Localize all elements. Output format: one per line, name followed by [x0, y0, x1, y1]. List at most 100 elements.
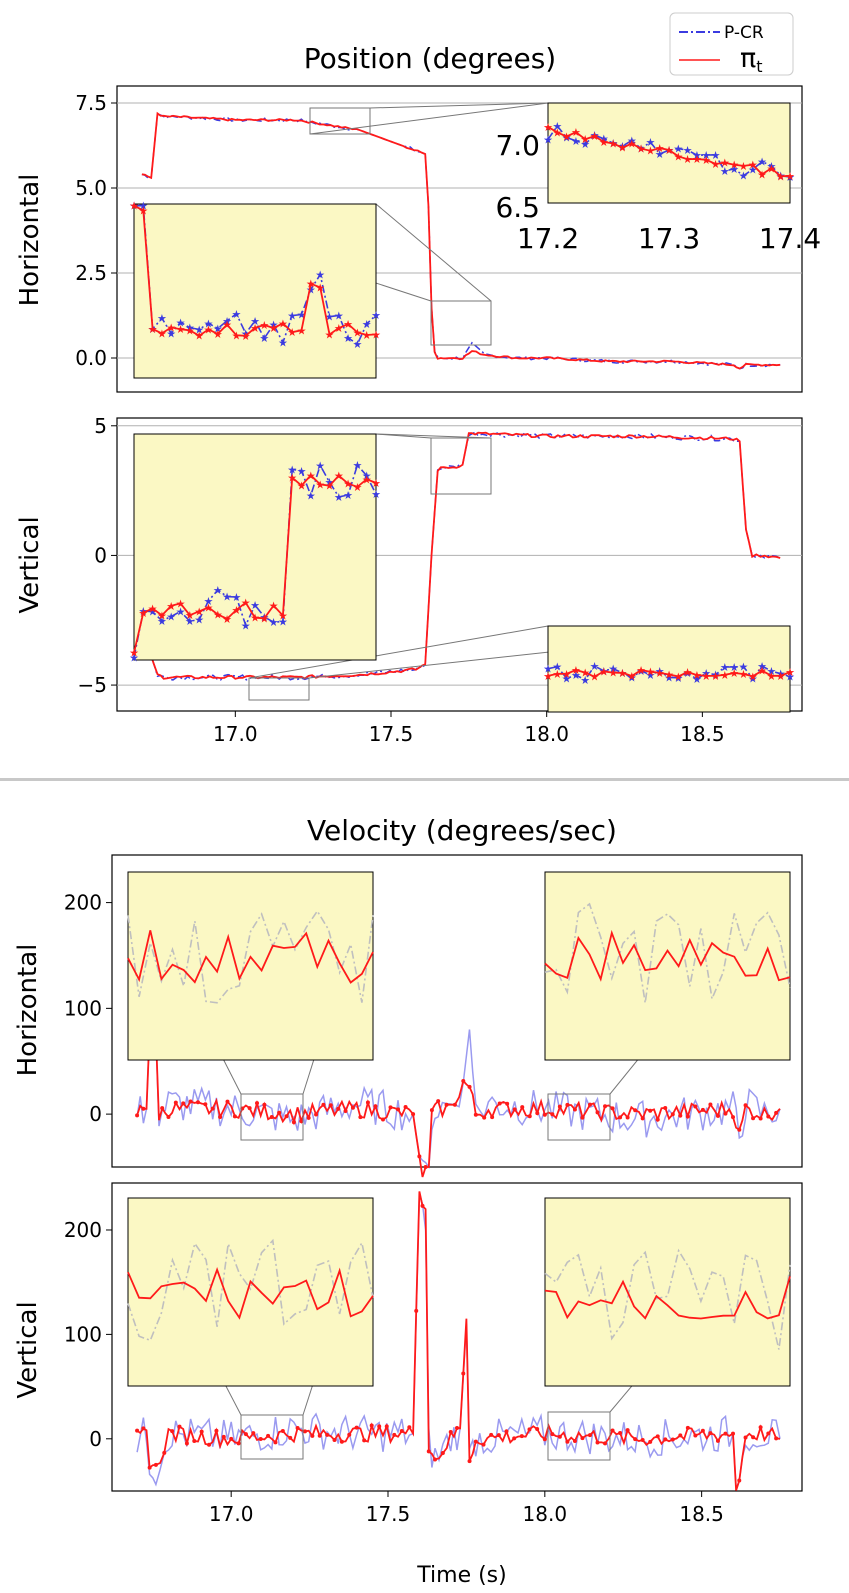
y-tick-label: 0.0 — [75, 346, 107, 370]
inset-marker: ★ — [766, 670, 776, 683]
data-point — [603, 1441, 608, 1446]
y-axis-label: Horizontal — [15, 174, 45, 307]
inset-marker: ★ — [176, 316, 186, 329]
inset-marker: ★ — [297, 324, 307, 337]
inset-marker: ★ — [645, 669, 655, 682]
inset-marker: ★ — [269, 318, 279, 331]
inset-marker: ★ — [371, 488, 381, 501]
inset-pit-line — [133, 204, 377, 337]
inset-marker: ★ — [222, 315, 232, 328]
inset-marker: ★ — [334, 322, 344, 335]
inset-marker: ★ — [580, 133, 590, 146]
data-point — [429, 1108, 434, 1113]
data-point — [758, 1425, 763, 1430]
data-point — [177, 1424, 182, 1429]
data-point — [557, 1434, 562, 1439]
data-point — [670, 1112, 675, 1117]
data-point — [766, 1431, 771, 1436]
data-point — [350, 1105, 355, 1110]
inset-zoom-8 — [544, 1197, 791, 1387]
inset-marker: ★ — [739, 160, 749, 173]
data-point — [420, 1203, 425, 1208]
data-point — [743, 1103, 748, 1108]
data-point — [655, 1434, 660, 1439]
inset-pit-line — [544, 1276, 791, 1320]
data-point — [715, 1113, 720, 1118]
x-tick-label: 18.0 — [523, 1502, 568, 1526]
y-tick-label: 5.0 — [75, 176, 107, 200]
inset-marker: ★ — [562, 130, 572, 143]
inset-marker: ★ — [371, 328, 381, 341]
panel-velocity-horizontal: 200 100 0 Horizontal — [13, 854, 803, 1178]
inset-marker: ★ — [297, 480, 307, 493]
zoom-box — [430, 300, 492, 346]
zoom-box — [309, 107, 371, 135]
y-tick-label: 0 — [89, 1427, 102, 1451]
zoom-box — [248, 677, 310, 701]
inset-marker: ★ — [148, 602, 158, 615]
zoom-connector — [375, 203, 492, 302]
inset-zoom-4 — [547, 625, 791, 713]
zoom-connector — [248, 625, 549, 679]
inset-marker: ★ — [204, 601, 214, 614]
y-tick-label: 5 — [94, 414, 107, 438]
inset-marker: ★ — [729, 667, 739, 680]
data-point — [310, 1433, 315, 1438]
inset-marker: ★ — [655, 665, 665, 678]
inset-marker: ★ — [552, 126, 562, 139]
inset-marker: ★ — [362, 318, 372, 331]
data-point — [610, 1428, 615, 1433]
y-tick-label: 0 — [89, 1102, 102, 1126]
data-point — [708, 1102, 713, 1107]
inset-marker: ★ — [241, 330, 251, 343]
y-tick-label: 200 — [64, 1218, 102, 1242]
inset-marker: ★ — [241, 327, 251, 340]
inset-marker: ★ — [543, 121, 553, 134]
data-point — [519, 1434, 524, 1439]
data-point — [332, 1438, 337, 1443]
inset-marker: ★ — [776, 668, 786, 681]
data-point — [482, 1115, 487, 1120]
data-point — [255, 1101, 260, 1106]
inset-marker: ★ — [231, 604, 241, 617]
data-point — [373, 1104, 378, 1109]
data-point — [214, 1428, 219, 1433]
data-point — [173, 1100, 178, 1105]
inset-marker: ★ — [371, 477, 381, 490]
inset-x-tick: 17.4 — [759, 222, 821, 255]
inset-marker: ★ — [683, 144, 693, 157]
data-point — [489, 1432, 494, 1437]
inset-marker: ★ — [306, 469, 316, 482]
data-point — [273, 1440, 278, 1445]
inset-marker: ★ — [157, 327, 167, 340]
inset-marker: ★ — [636, 664, 646, 677]
inset-zoom-6 — [544, 871, 791, 1061]
inset-marker: ★ — [176, 323, 186, 336]
inset-marker: ★ — [552, 120, 562, 133]
data-point — [325, 1432, 330, 1437]
inset-marker: ★ — [315, 281, 325, 294]
inset-marker: ★ — [259, 319, 269, 332]
inset-marker: ★ — [371, 309, 381, 322]
data-point — [269, 1114, 274, 1119]
data-point — [403, 1104, 408, 1109]
inset-marker: ★ — [306, 283, 316, 296]
inset-marker: ★ — [269, 616, 279, 629]
data-point — [162, 1450, 167, 1455]
inset-marker: ★ — [552, 668, 562, 681]
data-point — [433, 1457, 438, 1462]
x-tick-label: 18.5 — [680, 722, 725, 746]
inset-marker: ★ — [306, 278, 316, 291]
inset-marker: ★ — [711, 670, 721, 683]
inset-marker: ★ — [599, 133, 609, 146]
data-point — [663, 1437, 668, 1442]
data-point — [587, 1433, 592, 1438]
data-point — [774, 1110, 779, 1115]
zoom-connector — [309, 102, 549, 135]
inset-marker: ★ — [343, 478, 353, 491]
data-point — [314, 1112, 319, 1117]
inset-pit-line — [127, 1267, 374, 1320]
inset-y-tick: 7.0 — [495, 129, 540, 162]
panel-position-vertical: 50−5 17.0 17.5 18.0 18.5 Vertical ★★ ★★ ★ ★★ ★★… — [15, 414, 803, 746]
inset-zoom-5 — [127, 871, 374, 1061]
